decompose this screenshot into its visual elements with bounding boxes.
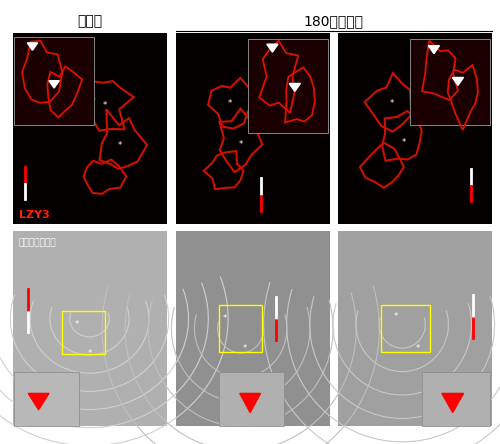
Polygon shape [442, 393, 464, 412]
Bar [338, 33, 492, 224]
Text: *: * [394, 312, 398, 321]
Text: *: * [416, 344, 420, 353]
Text: 5 min: 5 min [234, 35, 272, 48]
Text: *: * [118, 142, 122, 151]
Bar [219, 305, 262, 352]
Polygon shape [240, 393, 260, 412]
Bar [410, 39, 490, 125]
Text: *: * [243, 344, 248, 353]
Text: *: * [390, 99, 394, 108]
Polygon shape [28, 43, 38, 50]
Bar [380, 305, 430, 352]
Polygon shape [267, 44, 278, 52]
Bar [14, 372, 78, 426]
Text: *: * [238, 139, 243, 149]
Text: LZY3: LZY3 [18, 210, 50, 220]
Bar [14, 37, 94, 125]
Bar [248, 39, 328, 133]
Polygon shape [49, 81, 59, 88]
Text: *: * [228, 99, 232, 108]
Text: *: * [223, 314, 228, 323]
Polygon shape [28, 393, 49, 410]
Bar [176, 231, 330, 426]
Text: 180度回転後: 180度回転後 [304, 14, 364, 28]
Text: 刺激前: 刺激前 [77, 14, 102, 28]
Bar [176, 33, 330, 224]
Text: *: * [75, 320, 80, 329]
Bar [219, 372, 284, 426]
Text: アミロプラスト: アミロプラスト [18, 239, 57, 248]
Text: *: * [402, 138, 406, 147]
Text: *: * [88, 349, 92, 358]
Bar [12, 33, 166, 224]
Polygon shape [428, 46, 440, 54]
Polygon shape [289, 83, 300, 91]
Bar [62, 311, 105, 354]
Text: 30 min: 30 min [390, 35, 438, 48]
Text: *: * [103, 101, 107, 111]
Bar [338, 231, 492, 426]
Bar [422, 372, 490, 426]
Polygon shape [452, 77, 464, 85]
Bar [12, 231, 166, 426]
